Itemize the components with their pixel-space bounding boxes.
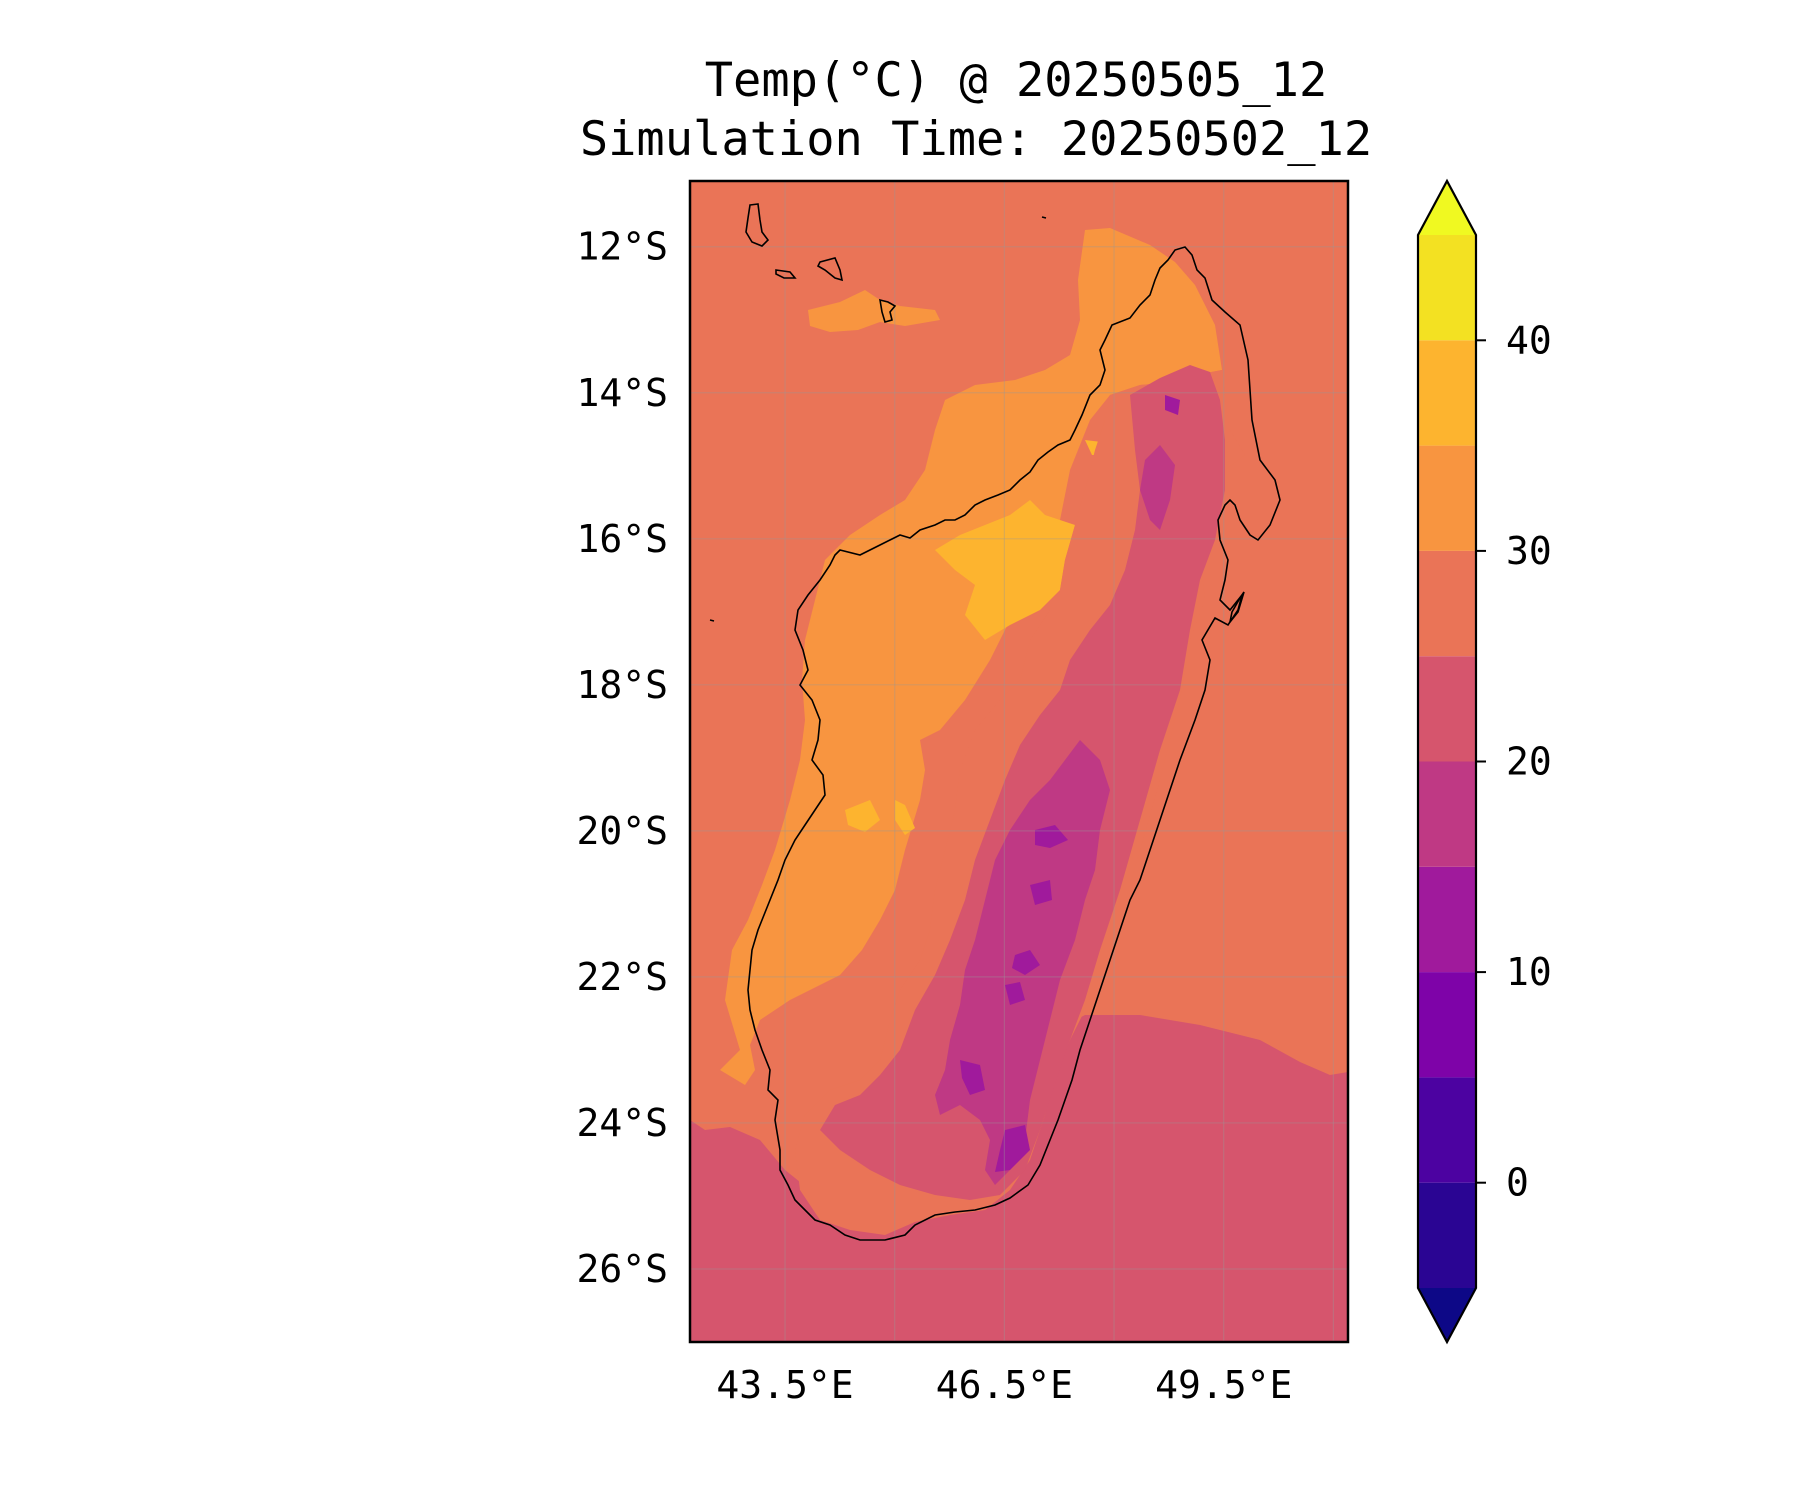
tiny-islet-west	[709, 619, 715, 622]
title-line-2: Simulation Time: 20250502_12	[580, 112, 1372, 167]
colorbar-segment	[1418, 972, 1476, 1078]
moheli-outline	[775, 269, 797, 279]
colorbar-outline	[1416, 178, 1478, 1345]
lon-tick-label: 43.5°E	[716, 1363, 853, 1407]
lat-tick-label: 18°S	[576, 663, 668, 707]
colorbar-segment	[1418, 1182, 1476, 1288]
anjouan-outline	[816, 257, 844, 282]
colorbar-segment	[1418, 340, 1476, 446]
nosy-boraha-outline	[1229, 591, 1245, 623]
lat-tick-label: 26°S	[576, 1247, 668, 1291]
tiny-islet-north	[1041, 216, 1047, 219]
mayotte-outline	[879, 298, 897, 323]
lat-tick-label: 20°S	[576, 809, 668, 853]
colorbar-tick-label: 10	[1506, 950, 1552, 994]
coldest-patch-6	[995, 1125, 1030, 1172]
colorbar-segment	[1418, 550, 1476, 657]
highlands-cold-region	[1140, 445, 1175, 530]
colorbar-over-arrow	[1418, 181, 1476, 235]
grande-comore-outline	[745, 203, 770, 247]
lat-tick-label: 24°S	[576, 1101, 668, 1145]
latitude-axis: 12°S 14°S 16°S 18°S 20°S 22°S 24°S 26°S	[576, 225, 668, 1291]
coldest-patch-4	[1005, 982, 1025, 1005]
colorbar-tick-label: 20	[1506, 740, 1552, 784]
comoros-warm-patch	[808, 290, 940, 332]
longitude-axis: 43.5°E 46.5°E 49.5°E	[716, 1363, 1292, 1407]
lat-tick-label: 14°S	[576, 371, 668, 415]
colorbar-segment	[1418, 761, 1476, 867]
lon-tick-label: 46.5°E	[936, 1363, 1073, 1407]
coldest-patch-5	[960, 1060, 985, 1095]
colorbar-under-arrow	[1418, 1288, 1476, 1342]
lat-tick-label: 22°S	[576, 955, 668, 999]
hot-patch-west-2	[895, 800, 915, 835]
title-line-1: Temp(°C) @ 20250505_12	[705, 53, 1328, 108]
map-gridlines	[690, 181, 1348, 1342]
ocean-cool-band	[690, 1015, 1348, 1342]
colorbar-segment	[1418, 1077, 1476, 1183]
map-frame	[688, 179, 1350, 1344]
hot-patch-west	[845, 800, 880, 832]
coldest-patch-3	[1012, 950, 1040, 975]
coldest-patch-1	[1035, 825, 1068, 848]
colorbar-segment	[1418, 445, 1476, 551]
lat-tick-label: 12°S	[576, 225, 668, 269]
colorbar-tick-label: 30	[1506, 529, 1552, 573]
lat-tick-label: 16°S	[576, 517, 668, 561]
hot-patch-north	[935, 500, 1075, 640]
highlands-cool-region	[820, 365, 1225, 1200]
colorbar-tick-label: 40	[1506, 318, 1552, 362]
coldest-patch-7	[1165, 395, 1180, 415]
madagascar-coastline	[747, 246, 1281, 1241]
colorbar-segment	[1418, 656, 1476, 762]
lon-tick-label: 49.5°E	[1155, 1363, 1292, 1407]
coldest-patch-2	[1030, 880, 1052, 905]
map-area	[690, 181, 1348, 1342]
colorbar-tick-label: 0	[1506, 1161, 1529, 1205]
colorbar: 0 10 20 30 40	[1416, 178, 1552, 1345]
colorbar-segment	[1418, 866, 1476, 973]
colorbar-segment	[1418, 235, 1476, 341]
madagascar-warm-region	[720, 228, 1222, 1085]
